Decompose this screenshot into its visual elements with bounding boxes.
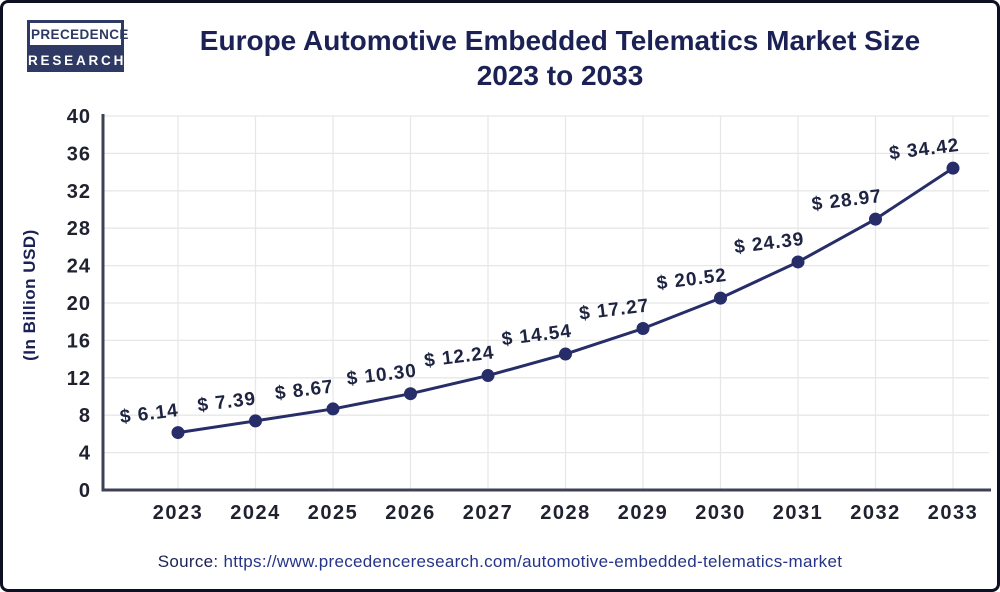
data-point-labels: $ 6.14 $ 7.39 $ 8.67$ 10.30$ 12.24$ 14.54$… bbox=[119, 135, 961, 428]
data-point bbox=[791, 255, 805, 269]
svg-text:$ 8.67: $ 8.67 bbox=[274, 376, 335, 404]
svg-text:2032: 2032 bbox=[850, 502, 901, 524]
data-point-markers bbox=[171, 161, 960, 440]
svg-text:8: 8 bbox=[79, 405, 91, 427]
page-title-line1: Europe Automotive Embedded Telematics Ma… bbox=[199, 25, 921, 56]
svg-text:2023: 2023 bbox=[153, 502, 204, 524]
svg-text:2033: 2033 bbox=[928, 502, 979, 524]
data-point bbox=[714, 291, 727, 305]
data-point bbox=[559, 347, 572, 361]
svg-text:2025: 2025 bbox=[308, 502, 359, 524]
svg-text:$ 7.39: $ 7.39 bbox=[196, 388, 257, 416]
x-axis-tick-labels: 2023 2024 2025 2026 2027 2028 2029 2030 2031 2032… bbox=[153, 502, 979, 524]
svg-text:2031: 2031 bbox=[773, 502, 824, 524]
data-point bbox=[171, 426, 185, 440]
data-point bbox=[249, 414, 262, 428]
source-url-link[interactable]: https://www.precedenceresearch.com/autom… bbox=[223, 552, 843, 571]
y-axis-tick-labels: 0 4 8 12 16 20 24 28 32 36 40 bbox=[67, 106, 91, 502]
svg-text:16: 16 bbox=[67, 330, 91, 352]
source-label: Source: bbox=[157, 552, 219, 571]
svg-text:$ 14.54: $ 14.54 bbox=[501, 321, 573, 350]
logo-text-precedence: PRECEDENCE bbox=[27, 20, 128, 48]
svg-text:24: 24 bbox=[67, 256, 91, 278]
svg-text:2027: 2027 bbox=[463, 502, 514, 524]
svg-text:20: 20 bbox=[67, 293, 91, 315]
source-citation: Source: https://www.precedenceresearch.c… bbox=[3, 552, 997, 572]
svg-text:$ 10.30: $ 10.30 bbox=[346, 361, 418, 390]
svg-text:$ 12.24: $ 12.24 bbox=[423, 342, 495, 371]
svg-text:$ 24.39: $ 24.39 bbox=[733, 229, 805, 258]
svg-text:$ 20.52: $ 20.52 bbox=[656, 265, 728, 294]
svg-text:40: 40 bbox=[67, 106, 91, 128]
data-point bbox=[481, 369, 495, 383]
svg-text:$ 17.27: $ 17.27 bbox=[578, 295, 650, 324]
svg-text:4: 4 bbox=[79, 443, 91, 465]
svg-text:2026: 2026 bbox=[385, 502, 436, 524]
data-point bbox=[869, 212, 882, 226]
gridlines bbox=[103, 115, 989, 490]
svg-text:2030: 2030 bbox=[695, 502, 746, 524]
svg-text:12: 12 bbox=[67, 368, 91, 390]
svg-text:32: 32 bbox=[67, 181, 91, 203]
page-title: Europe Automotive Embedded Telematics Ma… bbox=[128, 23, 992, 93]
data-point bbox=[946, 161, 960, 175]
precedence-research-logo: PRECEDENCE RESEARCH bbox=[27, 20, 128, 72]
axes bbox=[101, 114, 991, 492]
data-point bbox=[326, 402, 340, 416]
svg-text:2029: 2029 bbox=[618, 502, 669, 524]
y-axis-title: (In Billion USD) bbox=[20, 229, 39, 361]
svg-text:28: 28 bbox=[67, 218, 91, 240]
svg-text:2028: 2028 bbox=[540, 502, 591, 524]
data-point bbox=[636, 322, 650, 336]
logo-text-research: RESEARCH bbox=[27, 48, 124, 72]
svg-text:$ 34.42: $ 34.42 bbox=[888, 135, 960, 164]
page-title-line2: 2023 to 2033 bbox=[476, 60, 644, 91]
svg-text:$ 6.14: $ 6.14 bbox=[119, 400, 180, 428]
svg-text:2024: 2024 bbox=[230, 502, 281, 524]
svg-text:36: 36 bbox=[67, 143, 91, 165]
svg-text:0: 0 bbox=[79, 480, 91, 502]
data-point bbox=[404, 387, 417, 401]
